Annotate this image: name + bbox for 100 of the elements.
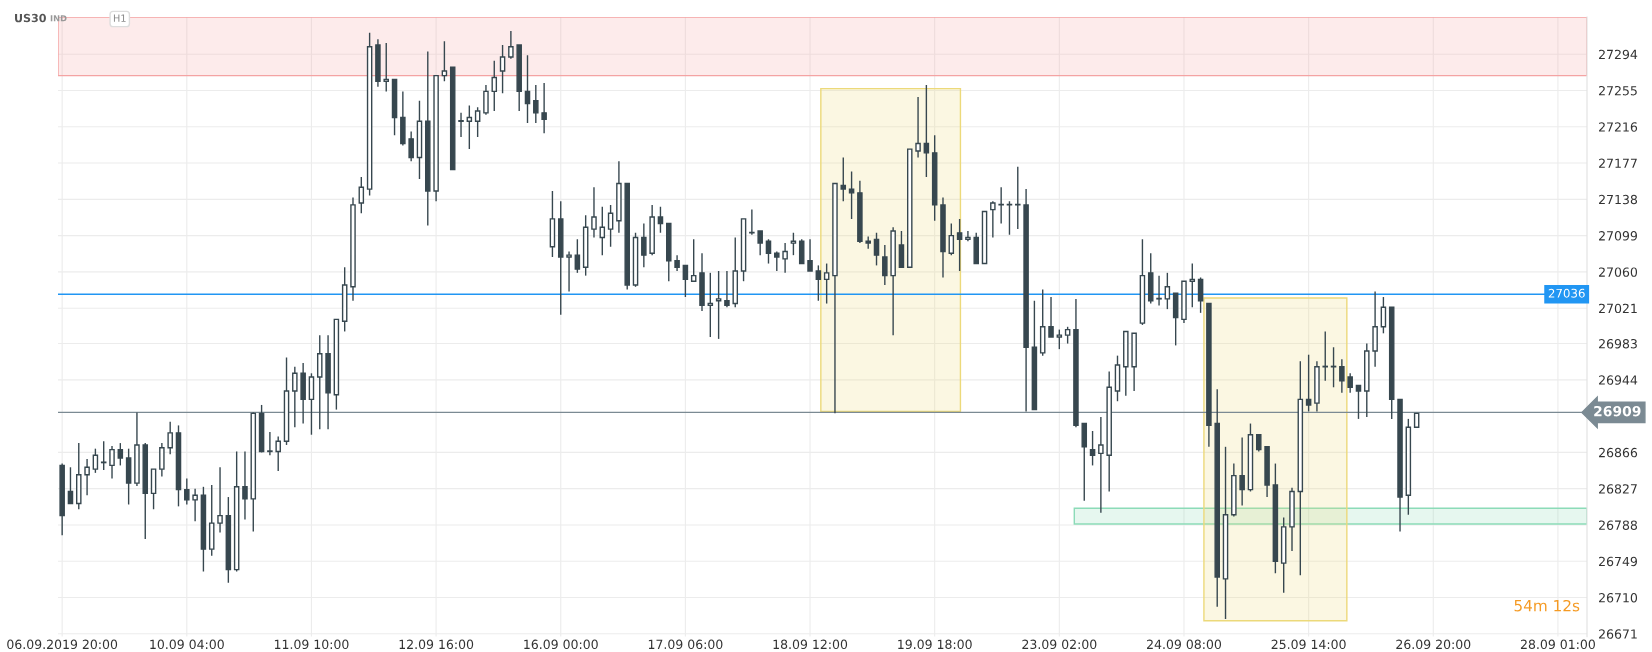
- candlestick: [100, 440, 107, 471]
- candlestick: [383, 42, 390, 93]
- candlestick: [965, 230, 971, 242]
- y-tick-label: 27255: [1599, 85, 1637, 96]
- y-tick-label: 26983: [1599, 339, 1637, 349]
- candlestick: [109, 445, 115, 480]
- candlestick: [1006, 200, 1013, 236]
- annotation: H1: [113, 14, 126, 22]
- y-tick-label: 26710: [1599, 593, 1638, 603]
- candlestick: [915, 96, 921, 159]
- ref-line-label: 26909: [1594, 405, 1641, 417]
- candlestick: [84, 458, 90, 496]
- candlestick: [192, 487, 198, 522]
- y-tick-label: 27216: [1599, 122, 1638, 132]
- x-tick-label: 16.09 00:00: [524, 639, 598, 650]
- candlestick: [1347, 372, 1353, 394]
- candlestick: [217, 466, 223, 534]
- candlestick: [466, 104, 473, 150]
- y-tick-label: 26671: [1599, 629, 1637, 639]
- candlestick: [873, 232, 880, 267]
- candlestick: [267, 431, 273, 456]
- candlestick: [607, 204, 614, 248]
- candlestick: [1081, 422, 1088, 502]
- candlestick: [1056, 328, 1063, 350]
- x-tick-label: 26.09 20:00: [1396, 639, 1471, 650]
- candlestick: [948, 222, 955, 256]
- x-tick-label: 24.09 08:00: [1147, 639, 1222, 650]
- y-tick-label: 27294: [1599, 49, 1638, 60]
- candlestick: [1305, 354, 1312, 413]
- x-tick-label: 10.09 04:00: [150, 639, 224, 650]
- x-tick-label: 23.09 02:00: [1022, 639, 1097, 650]
- candlestick: [749, 208, 755, 236]
- y-tick-label: 26749: [1599, 556, 1637, 567]
- ref-line-label: 27036: [1548, 288, 1585, 298]
- candlestick: [1355, 384, 1362, 420]
- annotation: 54m 12s: [1514, 599, 1580, 612]
- candlestick: [1098, 416, 1104, 514]
- candlestick: [499, 44, 506, 94]
- y-tick-label: 27099: [1599, 231, 1637, 241]
- candlestick: [591, 186, 597, 239]
- x-tick-label: 12.09 16:00: [399, 639, 474, 650]
- candlestick: [491, 60, 498, 112]
- candlestick: [1239, 436, 1245, 507]
- candlestick: [715, 270, 722, 340]
- candlestick: [815, 264, 822, 302]
- candlestick: [1015, 166, 1021, 230]
- candlestick: [790, 232, 797, 256]
- candlestick: [724, 270, 730, 308]
- candlestick: [774, 250, 780, 272]
- x-tick-label: 17.09 06:00: [648, 639, 723, 650]
- candlestick: [882, 244, 888, 286]
- y-tick-label: 27060: [1599, 267, 1638, 277]
- candlestick: [990, 200, 996, 239]
- candlestick: [1089, 430, 1096, 467]
- candlestick: [898, 230, 905, 268]
- x-tick-label: 18.09 12:00: [773, 639, 848, 650]
- candlestick: [707, 272, 714, 338]
- candlestick: [566, 250, 572, 293]
- candlestick: [483, 84, 489, 116]
- x-tick-label: 11.09 10:00: [274, 639, 349, 650]
- candlestick: [441, 40, 448, 82]
- y-tick-label: 27021: [1599, 303, 1637, 314]
- candlestick: [275, 435, 281, 472]
- candlestick: [159, 442, 165, 478]
- candlestick: [1156, 274, 1162, 307]
- candlestick: [541, 82, 547, 134]
- y-tick-label: 27138: [1599, 194, 1638, 205]
- candlestick: [1189, 262, 1196, 308]
- candlestick: [1164, 272, 1171, 310]
- x-tick-label: 25.09 14:00: [1271, 639, 1346, 650]
- candlestick: [533, 84, 539, 124]
- x-tick-label: 28.09 01:00: [1520, 639, 1595, 650]
- y-tick-label: 26944: [1599, 375, 1638, 385]
- candlestick: [308, 372, 315, 436]
- candlestick: [167, 420, 173, 455]
- candlestick: [782, 242, 788, 274]
- candlestick: [184, 477, 190, 506]
- candlestick: [242, 450, 248, 521]
- chart-title: US30: [15, 13, 46, 23]
- x-tick-label: 19.09 18:00: [898, 639, 972, 650]
- candlestick: [690, 238, 697, 282]
- candlestick: [641, 222, 647, 268]
- candlestick: [316, 334, 323, 430]
- annotation: IND: [50, 15, 67, 22]
- candlestick: [508, 30, 514, 60]
- x-tick-label: 06.09.2019 20:00: [7, 639, 118, 650]
- y-tick-label: 26788: [1599, 520, 1638, 530]
- candlestick: [292, 366, 298, 428]
- candlestick: [474, 106, 481, 138]
- candlestick: [458, 112, 464, 138]
- y-tick-label: 27177: [1599, 158, 1637, 168]
- candlestick: [998, 186, 1004, 225]
- candlestick: [807, 238, 813, 272]
- candlestick: [923, 84, 930, 178]
- candlestick: [117, 442, 124, 467]
- candlestick: [408, 130, 414, 162]
- y-tick-label: 26866: [1599, 447, 1638, 458]
- candlestick: [1339, 358, 1345, 394]
- candlestick: [757, 230, 763, 256]
- candlestick: [1048, 296, 1054, 338]
